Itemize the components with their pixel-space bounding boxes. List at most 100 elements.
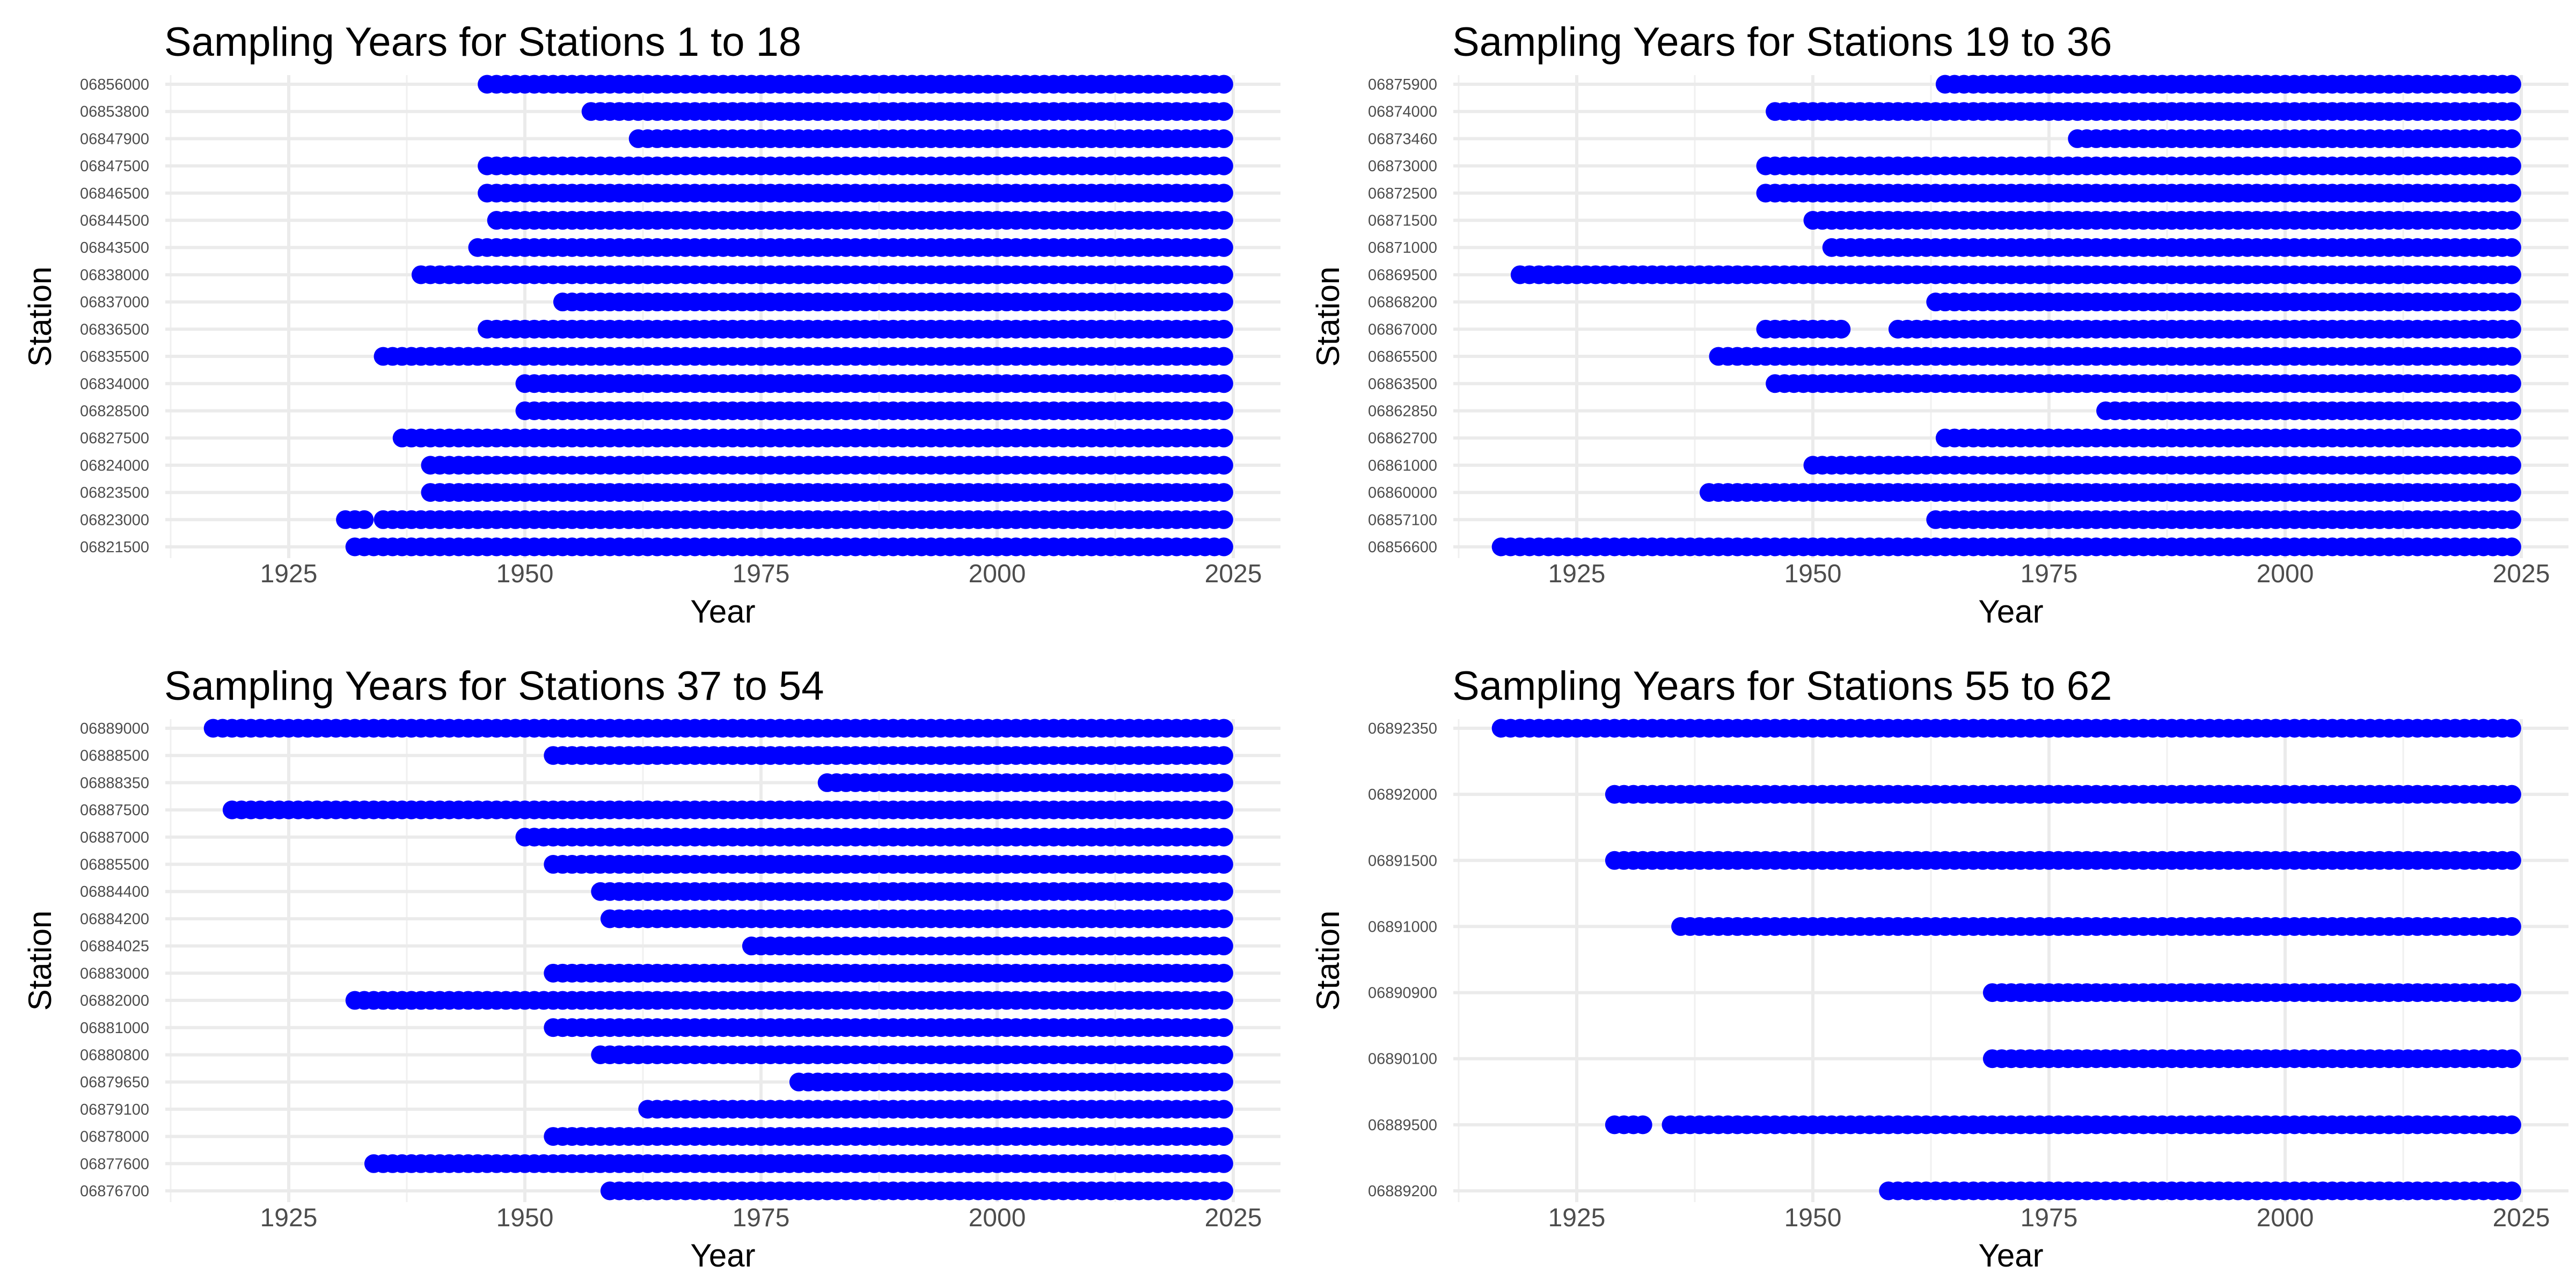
x-tick-label: 1950 [496,560,554,588]
y-tick-label: 06891000 [1368,918,1437,935]
y-tick-label: 06875900 [1368,76,1437,93]
y-tick-label: 06869500 [1368,267,1437,284]
chart-panel-2: 06875900 06874000 06873460 06873000 06872500… [1288,0,2576,644]
data-point [1214,1018,1233,1037]
data-point [2502,719,2521,738]
data-point [355,510,374,529]
x-tick-label: 1950 [1784,560,1842,588]
y-tick-label: 06879100 [80,1101,149,1118]
data-point [2502,537,2521,557]
x-tick-label: 2025 [1205,1204,1262,1232]
y-tick-label: 06878000 [80,1129,149,1146]
y-tick-label: 06871000 [1368,239,1437,257]
y-tick-label: 06874000 [1368,104,1437,121]
y-tick-label: 06888500 [80,748,149,765]
data-point [1832,319,1851,339]
data-point [1214,483,1233,502]
data-point [1214,347,1233,366]
y-axis-title: Station [1310,911,1346,1011]
y-tick-label: 06877600 [80,1155,149,1173]
data-point [1214,265,1233,284]
x-tick-label: 2025 [1205,560,1262,588]
data-point [2502,401,2521,420]
y-tick-label: 06856000 [80,76,149,93]
chart-title: Sampling Years for Stations 1 to 18 [164,19,801,65]
data-point [2502,1181,2521,1201]
y-tick-label: 06856600 [1368,539,1437,556]
y-axis-title: Station [22,911,58,1011]
chart-panel-3: 06889000 06888500 06888350 06887500 06887000… [0,644,1288,1288]
data-point [1214,991,1233,1010]
chart-svg: 0688900006888500068883500688750006887000… [22,663,1280,1274]
x-tick-label: 1975 [2021,560,2078,588]
data-point [1214,184,1233,203]
data-point [1214,156,1233,175]
data-point [2502,983,2521,1002]
y-tick-label: 06846500 [80,185,149,202]
y-tick-label: 06860000 [1368,485,1437,502]
data-point [2502,292,2521,312]
data-points [1491,75,2521,557]
data-point [1214,401,1233,420]
y-tick-label: 06889200 [1368,1183,1437,1200]
y-tick-label: 06890100 [1368,1051,1437,1068]
y-tick-label: 06872500 [1368,185,1437,202]
y-tick-label: 06823500 [80,485,149,502]
y-tick-label: 06880800 [80,1046,149,1064]
x-axis-title: Year [1978,1238,2043,1274]
data-point [1214,909,1233,928]
data-point [2502,156,2521,175]
x-tick-label: 2000 [2257,1204,2314,1232]
y-tick-label: 06828500 [80,402,149,420]
x-axis-title: Year [690,1238,755,1274]
data-point [2502,238,2521,257]
x-tick-label: 1925 [260,560,318,588]
data-point [1633,1115,1652,1135]
y-tick-label: 06844500 [80,213,149,230]
y-tick-label: 06873000 [1368,158,1437,175]
chart-title: Sampling Years for Stations 19 to 36 [1452,19,2112,65]
data-point [1214,800,1233,819]
x-tick-label: 2025 [2493,1204,2550,1232]
y-axis-title: Station [22,267,58,367]
y-tick-label: 06873460 [1368,130,1437,148]
data-point [1214,75,1233,94]
y-tick-label: 06865500 [1368,348,1437,365]
y-tick-label: 06847500 [80,158,149,175]
data-point [2502,184,2521,203]
x-axis-title: Year [690,594,755,630]
data-point [2502,1115,2521,1135]
y-tick-label: 06885500 [80,857,149,874]
x-tick-label: 1975 [733,1204,790,1232]
y-tick-label: 06847900 [80,130,149,148]
y-tick-label: 06857100 [1368,511,1437,529]
y-tick-label: 06868200 [1368,294,1437,311]
y-tick-label: 06892000 [1368,786,1437,803]
y-tick-label: 06824000 [80,457,149,474]
data-point [1214,510,1233,529]
data-point [2502,428,2521,448]
x-tick-label: 1925 [1548,1204,1606,1232]
data-point [2502,483,2521,502]
data-point [1214,1181,1233,1201]
data-point [1214,537,1233,557]
y-tick-label: 06888350 [80,774,149,792]
data-points [336,75,1233,557]
data-point [2502,75,2521,94]
data-point [2502,1049,2521,1069]
y-tick-label: 06861000 [1368,457,1437,474]
chart-title: Sampling Years for Stations 37 to 54 [164,663,824,709]
data-point [2502,102,2521,121]
y-tick-label: 06862850 [1368,402,1437,420]
chart-svg: 0689235006892000068915000689100006890900… [1310,663,2568,1274]
y-tick-label: 06882000 [80,992,149,1009]
y-tick-label: 06871500 [1368,213,1437,230]
x-tick-label: 1925 [260,1204,318,1232]
data-point [2502,456,2521,475]
data-point [1214,773,1233,792]
y-tick-label: 06834000 [80,376,149,393]
y-tick-label: 06863500 [1368,376,1437,393]
data-point [1214,746,1233,765]
y-tick-label: 06892350 [1368,720,1437,737]
data-point [2502,374,2521,393]
